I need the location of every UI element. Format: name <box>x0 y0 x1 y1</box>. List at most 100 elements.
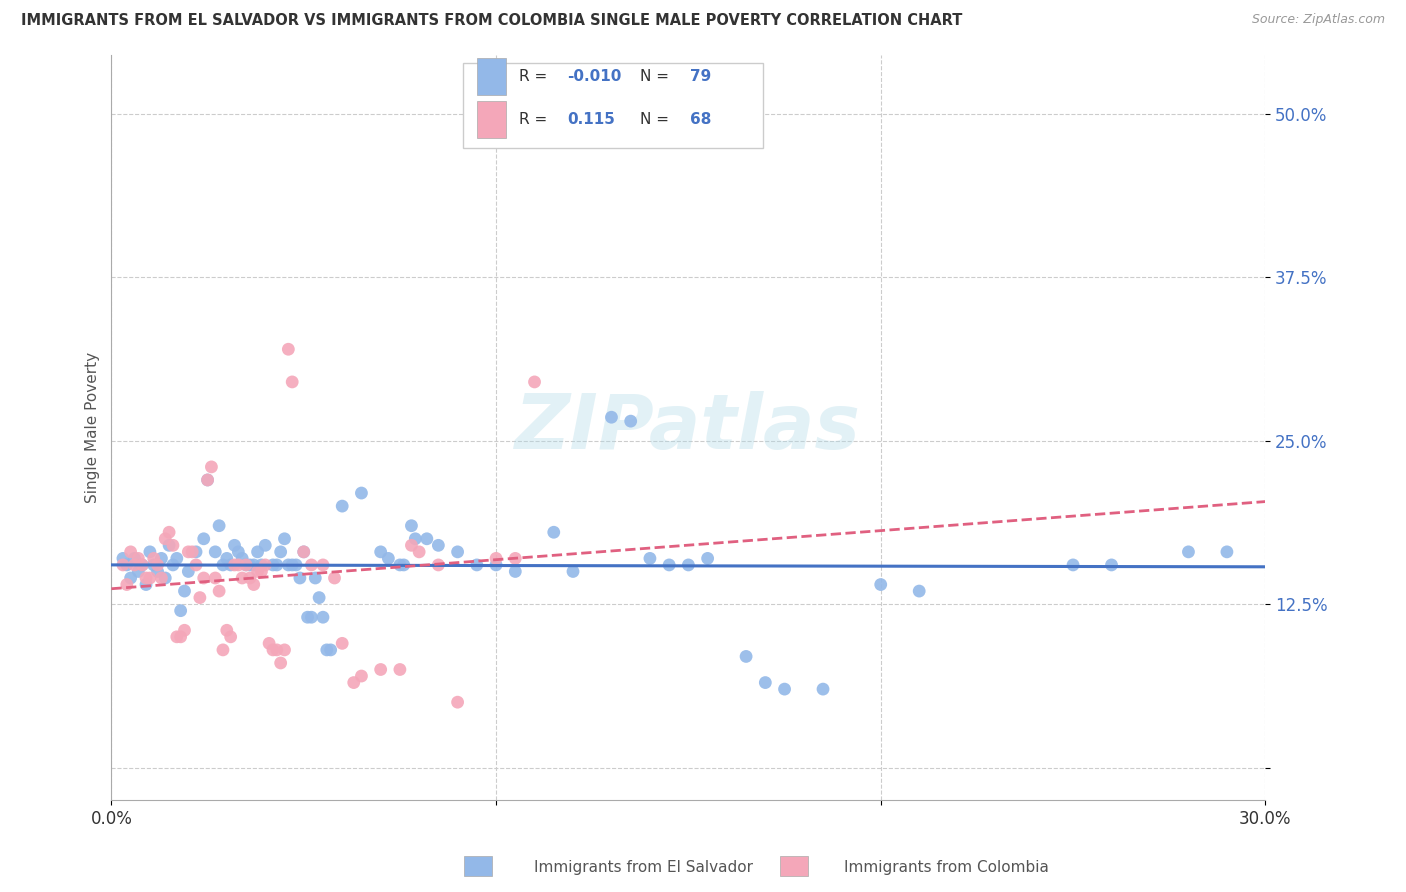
Point <box>200 459 222 474</box>
Point <box>301 610 323 624</box>
Point <box>246 545 269 559</box>
Point <box>162 558 184 572</box>
Text: N =: N = <box>640 69 673 84</box>
FancyBboxPatch shape <box>464 62 763 148</box>
Point <box>678 558 700 572</box>
Point <box>1101 558 1123 572</box>
Point <box>312 610 335 624</box>
FancyBboxPatch shape <box>477 101 506 138</box>
Point <box>281 558 304 572</box>
Point <box>124 551 146 566</box>
Point <box>150 551 173 566</box>
Point <box>319 643 342 657</box>
Text: R =: R = <box>519 112 553 127</box>
Point <box>869 577 891 591</box>
Point <box>401 518 423 533</box>
Point <box>505 551 527 566</box>
Text: -0.010: -0.010 <box>567 69 621 84</box>
Point <box>773 682 796 697</box>
Point <box>350 669 373 683</box>
Text: ZIPatlas: ZIPatlas <box>516 391 862 465</box>
Point <box>1216 545 1239 559</box>
Point <box>446 545 468 559</box>
Point <box>262 643 284 657</box>
Point <box>254 538 277 552</box>
Point <box>446 695 468 709</box>
Point <box>301 558 323 572</box>
Point <box>811 682 834 697</box>
Point <box>281 375 304 389</box>
Point <box>250 558 273 572</box>
Point <box>330 499 353 513</box>
Point <box>262 558 284 572</box>
Point <box>266 643 288 657</box>
Point <box>139 545 162 559</box>
Point <box>273 532 295 546</box>
Point <box>315 643 337 657</box>
Point <box>523 375 546 389</box>
Text: 79: 79 <box>689 69 711 84</box>
Point <box>330 636 353 650</box>
Point <box>600 410 623 425</box>
Point <box>111 551 134 566</box>
Point <box>323 571 346 585</box>
Point <box>184 545 207 559</box>
Text: 68: 68 <box>689 112 711 127</box>
Point <box>388 558 411 572</box>
Point <box>416 532 439 546</box>
Point <box>162 538 184 552</box>
Point <box>135 571 157 585</box>
Point <box>1062 558 1084 572</box>
Point <box>285 558 308 572</box>
Point <box>142 551 165 566</box>
Point <box>288 571 311 585</box>
Point <box>181 545 204 559</box>
Point <box>277 558 299 572</box>
Point <box>270 545 292 559</box>
Point <box>1177 545 1199 559</box>
Text: 0.115: 0.115 <box>567 112 614 127</box>
Point <box>142 558 165 572</box>
Point <box>197 473 219 487</box>
Point <box>157 525 180 540</box>
Point <box>204 571 226 585</box>
Point <box>235 558 257 572</box>
Point <box>239 571 262 585</box>
Point <box>908 584 931 599</box>
Point <box>638 551 661 566</box>
Point <box>193 571 215 585</box>
Point <box>197 473 219 487</box>
Point <box>304 571 326 585</box>
Point <box>277 343 299 357</box>
Point <box>246 565 269 579</box>
Point <box>166 551 188 566</box>
Point <box>120 545 142 559</box>
Point <box>115 558 138 572</box>
Point <box>620 414 643 428</box>
Point <box>120 571 142 585</box>
Point <box>155 532 177 546</box>
Point <box>239 558 262 572</box>
Point <box>292 545 315 559</box>
Point <box>505 565 527 579</box>
Point <box>266 558 288 572</box>
Point <box>155 571 177 585</box>
Point <box>215 624 238 638</box>
Point <box>235 558 257 572</box>
Point <box>392 558 415 572</box>
Point <box>231 571 253 585</box>
Point <box>224 558 246 572</box>
Point <box>212 558 235 572</box>
Point <box>754 675 776 690</box>
Point <box>465 558 488 572</box>
Point <box>177 565 200 579</box>
Point <box>257 636 280 650</box>
Point <box>215 551 238 566</box>
Point <box>735 649 758 664</box>
FancyBboxPatch shape <box>477 58 506 95</box>
Point <box>111 558 134 572</box>
Point <box>273 643 295 657</box>
Point <box>658 558 681 572</box>
Point <box>250 565 273 579</box>
Point <box>485 551 508 566</box>
